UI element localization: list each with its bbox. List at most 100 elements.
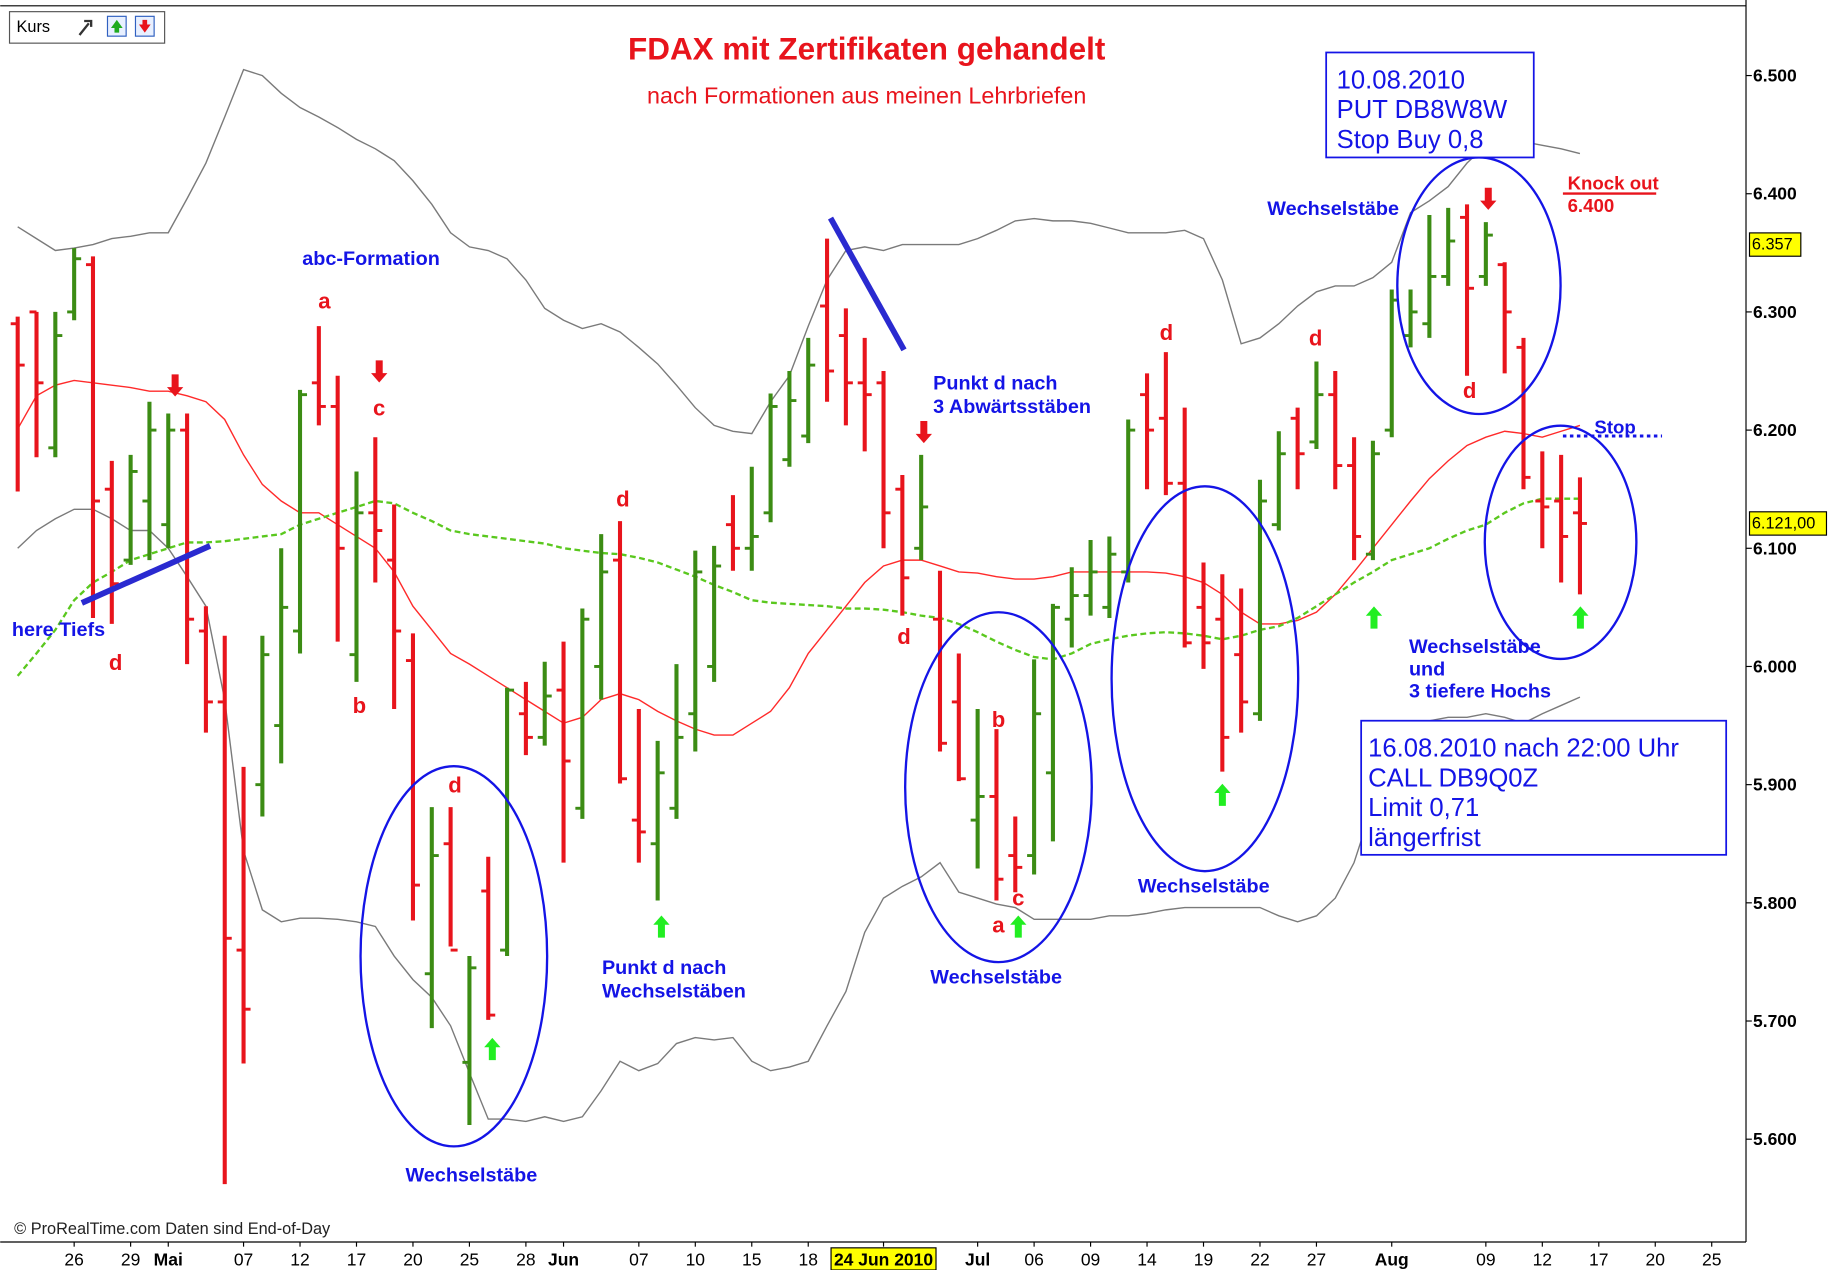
y-tick-label: 5.700 bbox=[1753, 1011, 1797, 1031]
annotation: Punkt d nach bbox=[933, 373, 1057, 395]
annotation: c bbox=[373, 396, 385, 421]
annotation: b bbox=[353, 693, 367, 718]
annotation: a bbox=[318, 288, 331, 313]
x-tick-label: 17 bbox=[347, 1250, 366, 1270]
trade-box-text: CALL DB9Q0Z bbox=[1368, 764, 1538, 792]
down-arrow bbox=[166, 374, 184, 397]
y-tick-label: 5.900 bbox=[1753, 775, 1797, 795]
date-highlight bbox=[830, 1247, 937, 1270]
trade-box bbox=[1360, 719, 1728, 856]
x-tick-label: 17 bbox=[1589, 1250, 1608, 1270]
chart-subtitle: nach Formationen aus meinen Lehrbriefen bbox=[647, 83, 1086, 109]
annotation: c bbox=[1012, 885, 1024, 910]
annotation: 3 Abwärtsstäben bbox=[933, 396, 1091, 418]
annotation: Wechselstäbe bbox=[1409, 636, 1541, 658]
annotation: b bbox=[992, 707, 1006, 732]
annotation: abc-Formation bbox=[302, 248, 440, 270]
annotation: d bbox=[1463, 378, 1477, 403]
x-tick-label: Jul bbox=[965, 1250, 990, 1270]
annotation: Wechselstäbe bbox=[405, 1165, 537, 1187]
trade-box-text: PUT DB8W8W bbox=[1337, 96, 1508, 124]
indicator-line bbox=[17, 508, 1581, 1123]
annotation: d bbox=[1160, 320, 1174, 345]
annotation: Punkt d nach bbox=[602, 957, 726, 979]
x-tick-label: 07 bbox=[234, 1250, 253, 1270]
x-tick-label: 25 bbox=[460, 1250, 479, 1270]
annotation: d bbox=[448, 772, 462, 797]
x-tick-label: 25 bbox=[1702, 1250, 1721, 1270]
icon-tool bbox=[78, 19, 93, 36]
y-tick-label: 6.300 bbox=[1753, 302, 1797, 322]
trade-box bbox=[1325, 51, 1535, 159]
up-arrow bbox=[1214, 783, 1231, 806]
x-tick-label: 28 bbox=[516, 1250, 535, 1270]
x-tick-label: 12 bbox=[1533, 1250, 1552, 1270]
x-tick-label: 06 bbox=[1024, 1250, 1043, 1270]
price-marker bbox=[1748, 232, 1802, 257]
x-tick-label: 19 bbox=[1194, 1250, 1213, 1270]
up-arrow bbox=[1365, 606, 1383, 629]
annotation: Wechselstäbe bbox=[1267, 198, 1399, 220]
trade-box-text: 10.08.2010 bbox=[1337, 66, 1465, 94]
annotation: d bbox=[1309, 326, 1323, 351]
indicator-line bbox=[16, 497, 1580, 677]
price-marker-label: 6.121,00 bbox=[1752, 514, 1815, 532]
up-arrow bbox=[653, 915, 670, 938]
trade-box-text: Stop Buy 0,8 bbox=[1337, 126, 1484, 154]
up-arrow bbox=[484, 1037, 501, 1061]
down-arrow bbox=[1480, 187, 1497, 210]
legend-box: Kurs bbox=[8, 11, 166, 44]
x-tick-label: 12 bbox=[290, 1250, 309, 1270]
trade-box-text: Limit 0,71 bbox=[1368, 794, 1479, 822]
annotation: Stop bbox=[1594, 416, 1635, 437]
y-tick-label: 5.800 bbox=[1753, 893, 1797, 913]
formation-ellipse bbox=[1110, 485, 1300, 873]
formation-ellipse bbox=[359, 765, 549, 1148]
x-tick-label: 09 bbox=[1476, 1250, 1495, 1270]
chart-title: FDAX mit Zertifikaten gehandelt bbox=[628, 31, 1106, 66]
icon-up bbox=[110, 19, 123, 33]
icon-down bbox=[138, 19, 151, 33]
trend-line bbox=[827, 216, 907, 352]
down-arrow bbox=[371, 360, 388, 383]
x-tick-label: 20 bbox=[1646, 1250, 1666, 1270]
price-marker bbox=[1748, 511, 1828, 536]
annotation: d bbox=[897, 624, 911, 649]
x-tick-label: 14 bbox=[1137, 1250, 1157, 1270]
legend-label: Kurs bbox=[17, 18, 51, 36]
x-tick-label: 27 bbox=[1307, 1250, 1326, 1270]
indicator-line bbox=[17, 68, 1581, 435]
x-tick-label: 24 Jun 2010 bbox=[834, 1250, 933, 1270]
up-arrow bbox=[1572, 606, 1589, 629]
trade-box-text: 16.08.2010 nach 22:00 Uhr bbox=[1368, 735, 1679, 763]
annotation: und bbox=[1409, 658, 1445, 680]
x-tick-label: Mai bbox=[154, 1250, 183, 1270]
annotation: Wechselstäbe bbox=[930, 966, 1062, 988]
formation-ellipse bbox=[904, 611, 1093, 964]
x-tick-label: 10 bbox=[686, 1250, 706, 1270]
annotation: 6.400 bbox=[1568, 195, 1615, 216]
price-marker-label: 6.357 bbox=[1752, 236, 1793, 254]
up-arrow bbox=[1010, 915, 1027, 938]
x-tick-label: 15 bbox=[742, 1250, 761, 1270]
down-arrow bbox=[915, 421, 932, 444]
x-tick-label: 22 bbox=[1250, 1250, 1269, 1270]
x-tick-label: 18 bbox=[799, 1250, 818, 1270]
x-tick-label: 09 bbox=[1081, 1250, 1100, 1270]
formation-ellipse bbox=[1483, 424, 1638, 661]
y-tick-label: 5.600 bbox=[1753, 1129, 1797, 1149]
annotation: a bbox=[992, 912, 1005, 937]
y-tick-label: 6.500 bbox=[1753, 66, 1797, 86]
annotation: Wechselstäben bbox=[602, 980, 746, 1002]
annotation: d bbox=[109, 650, 123, 675]
x-tick-label: Jun bbox=[548, 1250, 579, 1270]
x-tick-label: 26 bbox=[64, 1250, 83, 1270]
y-tick-label: 6.000 bbox=[1753, 656, 1797, 676]
x-tick-label: 20 bbox=[403, 1250, 423, 1270]
annotation: 3 tiefere Hochs bbox=[1409, 681, 1551, 703]
x-tick-label: Aug bbox=[1375, 1250, 1409, 1270]
y-tick-label: 6.200 bbox=[1753, 420, 1797, 440]
indicator-line bbox=[17, 379, 1581, 736]
